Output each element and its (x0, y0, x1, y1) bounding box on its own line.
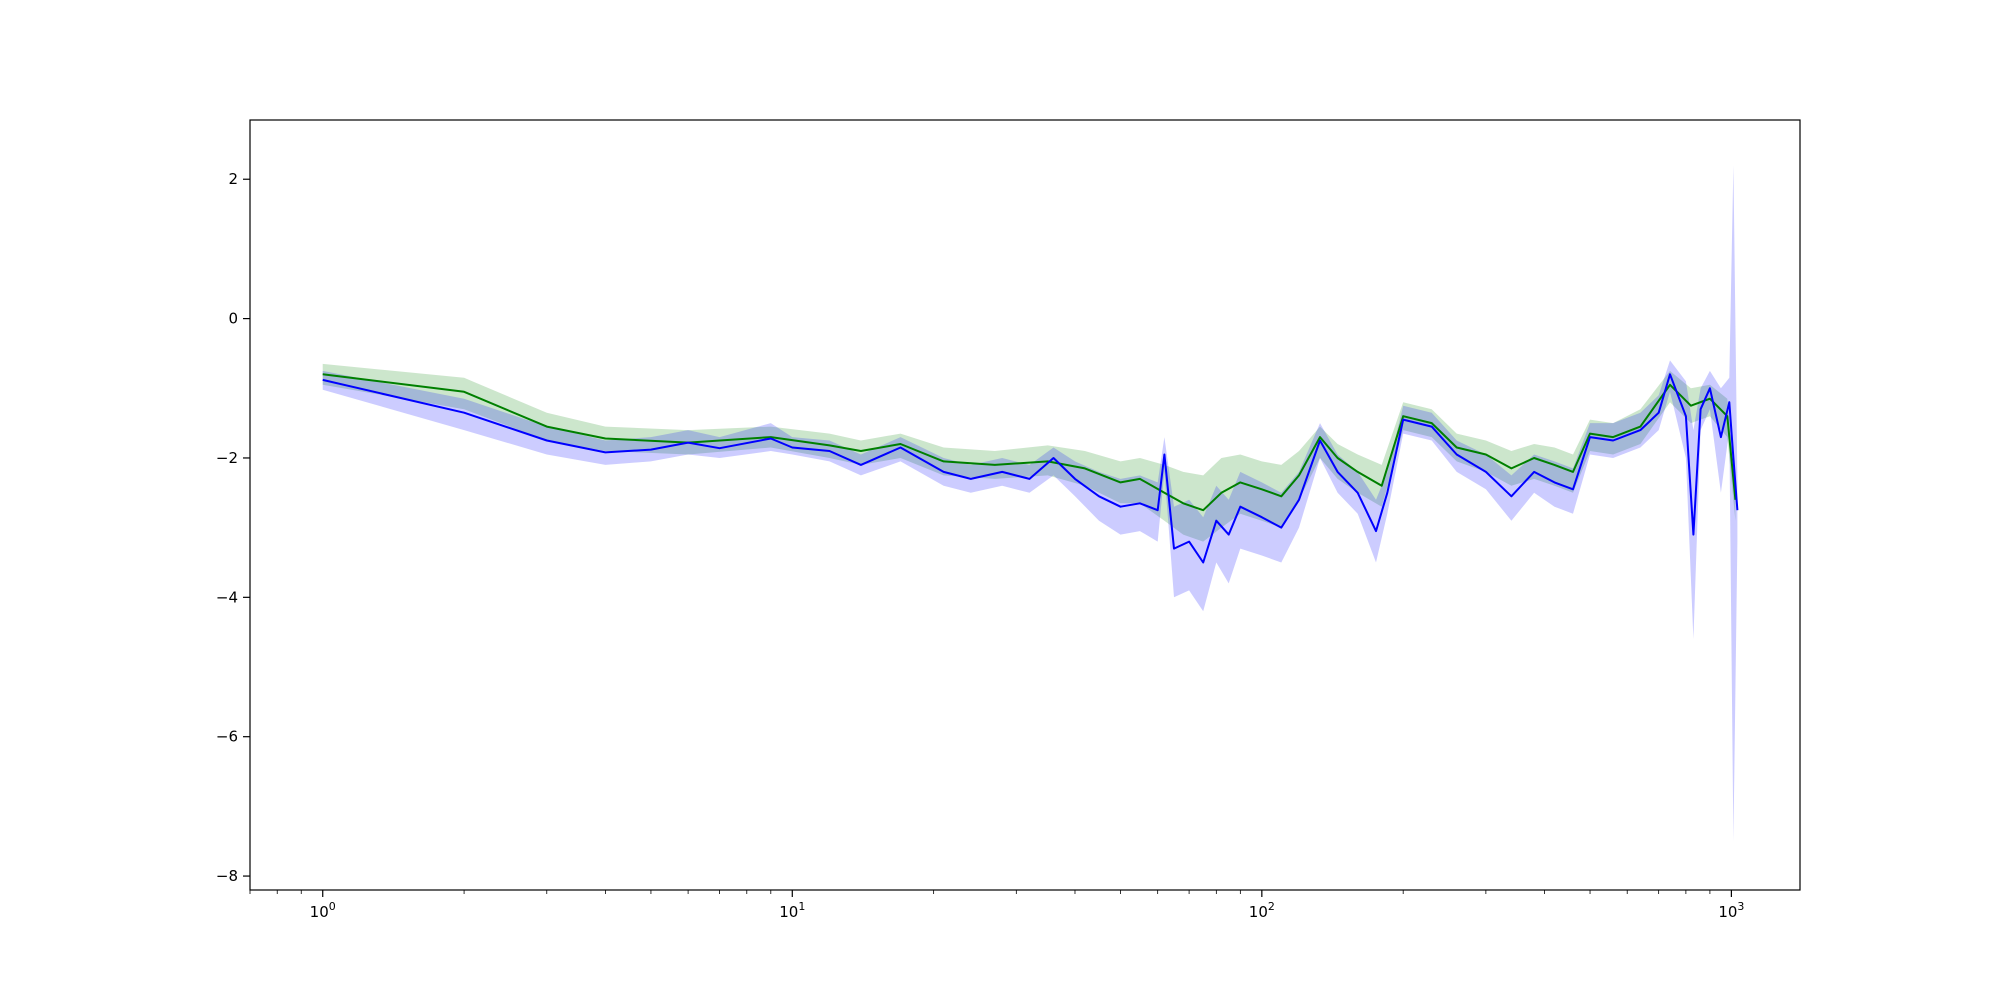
x-tick-label: 102 (1249, 900, 1275, 921)
series-1-line (322, 373, 1739, 564)
y-tick-label: −4 (216, 588, 238, 606)
y-tick-label: 2 (228, 170, 238, 188)
x-axis: 100 101 102 103 (249, 890, 1744, 921)
series-1-confidence-band (322, 165, 1738, 842)
x-tick-label: 101 (779, 900, 805, 921)
plot-frame (249, 119, 1801, 891)
series-0-line (322, 373, 1737, 512)
series-lines (322, 373, 1739, 564)
x-tick-label: 103 (1718, 900, 1744, 921)
y-tick-label: −2 (216, 449, 238, 467)
x-tick-label: 100 (310, 900, 336, 921)
series-0-confidence-band (322, 363, 1736, 542)
y-tick-label: −8 (216, 867, 238, 885)
confidence-bands (322, 165, 1738, 842)
y-tick-label: −6 (216, 728, 238, 746)
y-axis: 2 0 −2 −4 −6 −8 (216, 170, 250, 885)
y-tick-label: 0 (228, 310, 238, 328)
